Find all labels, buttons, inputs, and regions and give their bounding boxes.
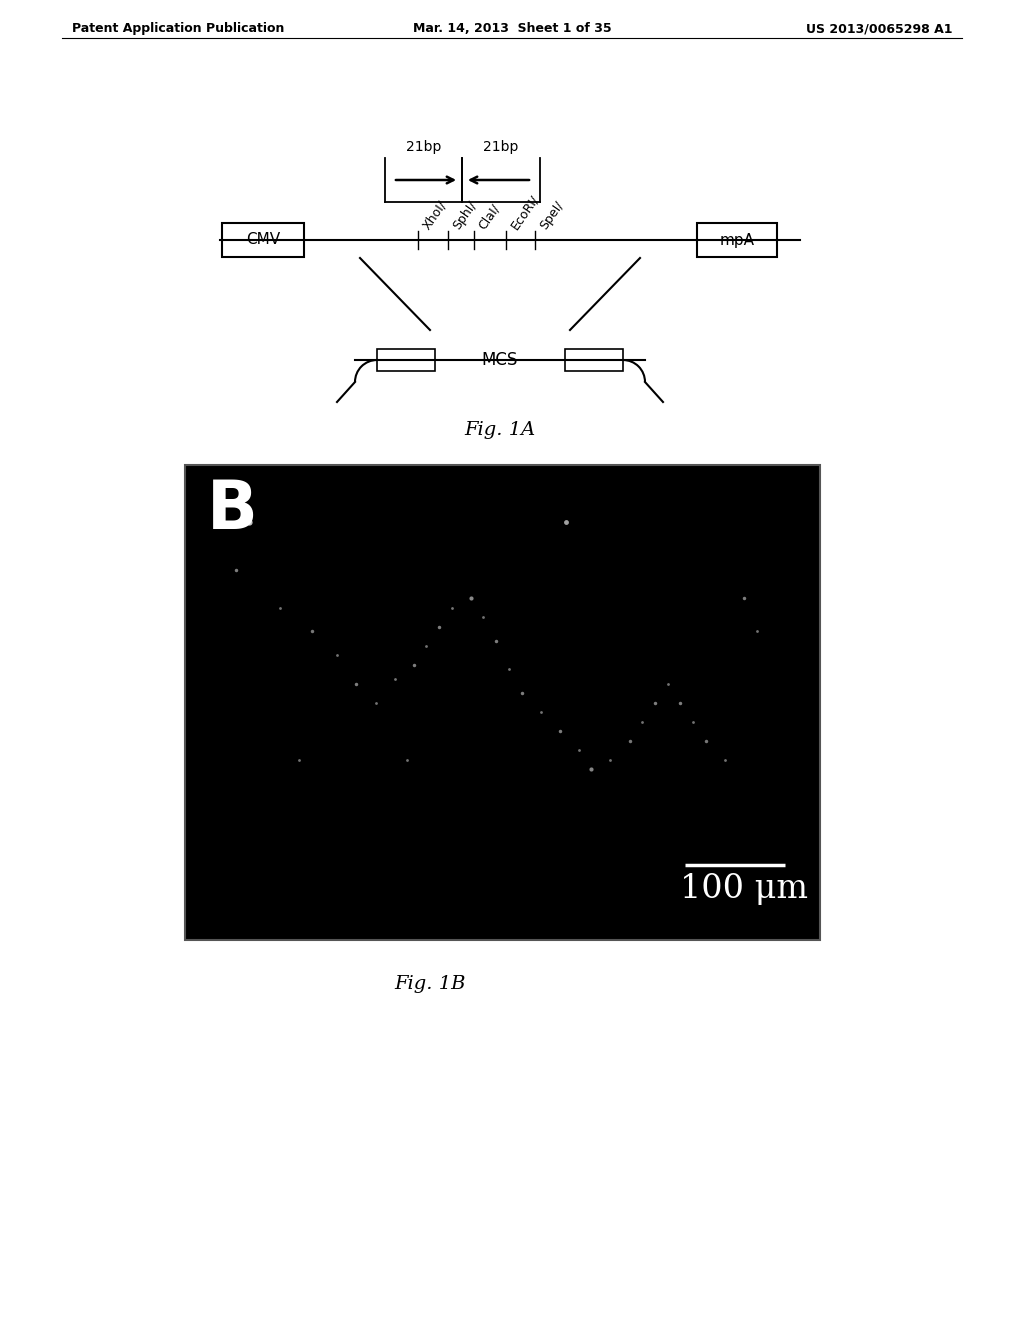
Text: B: B bbox=[207, 477, 258, 543]
Text: SpeI/: SpeI/ bbox=[537, 199, 565, 232]
Text: US 2013/0065298 A1: US 2013/0065298 A1 bbox=[806, 22, 952, 36]
Bar bbox=[377, 348, 435, 371]
Text: 21bp: 21bp bbox=[406, 140, 441, 154]
Text: MCS: MCS bbox=[482, 351, 518, 370]
Text: 100 μm: 100 μm bbox=[680, 873, 808, 906]
Text: EcoRI/: EcoRI/ bbox=[508, 193, 541, 232]
Text: Fig. 1B: Fig. 1B bbox=[394, 975, 466, 993]
Bar bbox=[185, 465, 820, 940]
Bar bbox=[565, 348, 623, 371]
Text: Fig. 1A: Fig. 1A bbox=[464, 421, 536, 440]
Text: Mar. 14, 2013  Sheet 1 of 35: Mar. 14, 2013 Sheet 1 of 35 bbox=[413, 22, 611, 36]
Text: ClaI/: ClaI/ bbox=[476, 202, 503, 232]
Bar bbox=[697, 223, 777, 257]
Text: CMV: CMV bbox=[246, 232, 280, 248]
Text: XhoI/: XhoI/ bbox=[420, 198, 449, 232]
Text: mpA: mpA bbox=[720, 232, 755, 248]
Text: SphI/: SphI/ bbox=[450, 198, 479, 232]
Text: 21bp: 21bp bbox=[483, 140, 519, 154]
Text: Patent Application Publication: Patent Application Publication bbox=[72, 22, 285, 36]
Bar bbox=[222, 223, 304, 257]
